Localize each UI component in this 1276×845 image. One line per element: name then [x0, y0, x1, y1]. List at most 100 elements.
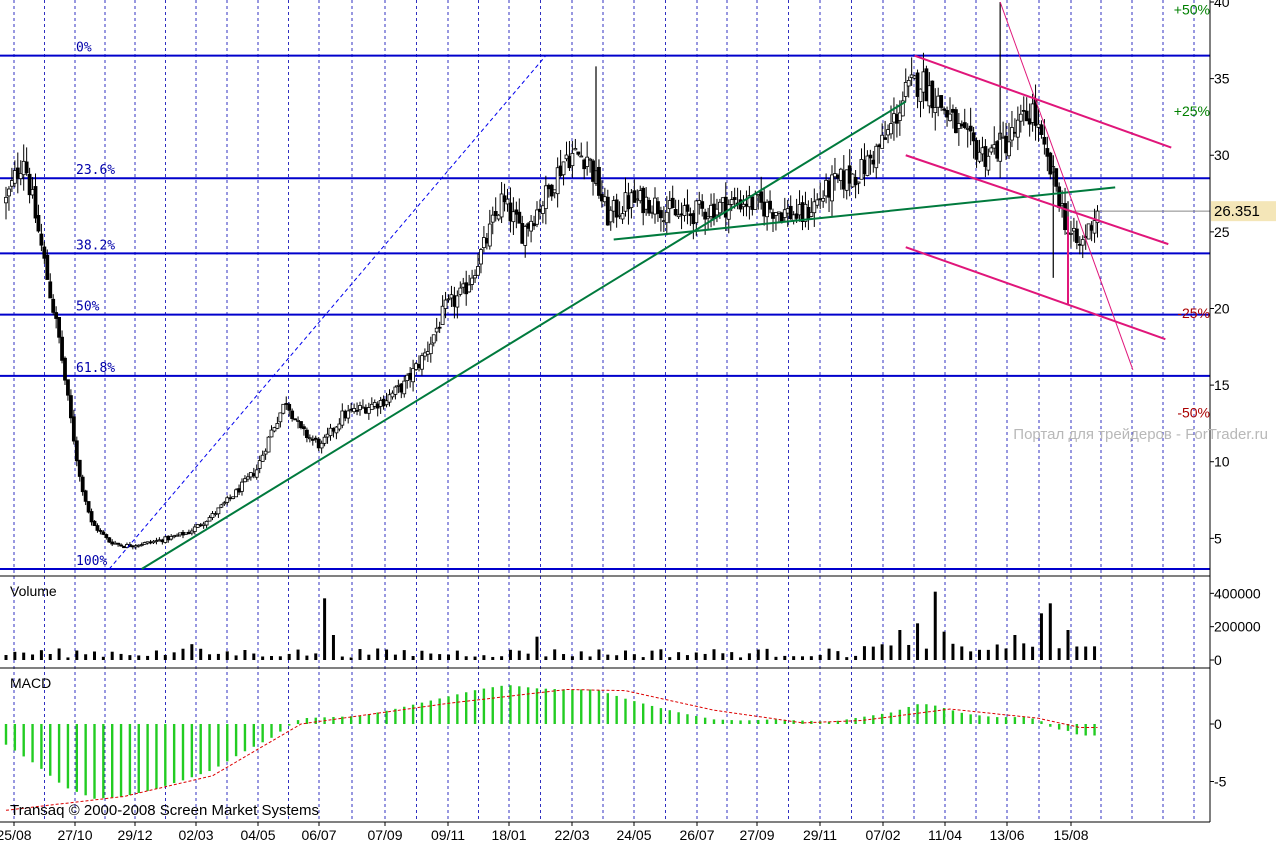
- candle-body: [697, 200, 702, 205]
- candle-body: [753, 193, 758, 210]
- candle-body: [378, 400, 383, 407]
- volume-bar: [101, 656, 105, 660]
- candle-body: [912, 75, 917, 79]
- candle-body: [302, 426, 306, 430]
- candle-body: [889, 123, 893, 135]
- macd-bar: [677, 712, 680, 724]
- volume-bar: [93, 651, 96, 660]
- candle-body: [959, 123, 964, 127]
- candle-body: [479, 249, 483, 265]
- candle-body: [815, 199, 820, 206]
- volume-bar: [703, 653, 707, 660]
- macd-bar: [562, 689, 565, 724]
- volume-bar: [1004, 648, 1008, 660]
- candle-body: [930, 80, 935, 109]
- candle-body: [768, 200, 772, 210]
- candle-body: [157, 539, 162, 542]
- candle-body: [322, 436, 327, 444]
- candle-body: [77, 459, 82, 477]
- volume-bar: [1057, 648, 1061, 660]
- macd-bar: [509, 685, 512, 724]
- candle-body: [284, 403, 289, 405]
- volume-bar: [792, 656, 796, 660]
- volume-bar: [907, 644, 911, 660]
- macd-bar: [774, 719, 778, 724]
- candle-body: [543, 185, 548, 210]
- candle-body: [51, 298, 56, 313]
- candle-body: [310, 439, 315, 441]
- candle-body: [1039, 124, 1044, 135]
- candle-body: [549, 184, 554, 197]
- candle-body: [260, 454, 265, 462]
- macd-panel-label: MACD: [10, 675, 51, 691]
- candle-body: [281, 403, 286, 414]
- candle-body: [886, 129, 890, 136]
- macd-bar: [438, 698, 441, 724]
- candle-body: [632, 190, 637, 203]
- candle-body: [744, 203, 749, 207]
- x-tick-label: 04/05: [240, 827, 275, 843]
- volume-bar: [579, 651, 583, 660]
- candle-body: [201, 523, 206, 526]
- macd-bar: [606, 693, 609, 724]
- macd-bar: [111, 724, 114, 798]
- candle-body: [945, 109, 949, 118]
- candle-body: [243, 478, 247, 483]
- candle-body: [9, 180, 14, 187]
- candle-body: [390, 392, 395, 398]
- candle-body: [900, 100, 905, 117]
- candle-body: [821, 197, 826, 202]
- candle-body: [558, 165, 563, 176]
- candle-body: [1063, 203, 1067, 231]
- candle-body: [564, 154, 569, 160]
- candle-body: [921, 71, 926, 93]
- volume-bar: [606, 654, 610, 660]
- candle-body: [384, 400, 389, 406]
- candle-body: [490, 214, 495, 223]
- price-tick-label: 30: [1214, 147, 1230, 163]
- volume-bar: [553, 649, 557, 660]
- price-tick-label: 40: [1214, 0, 1230, 10]
- volume-bar: [278, 656, 282, 660]
- macd-bar: [571, 689, 574, 724]
- candle-body: [862, 159, 867, 175]
- candle-body: [225, 497, 230, 503]
- x-tick-label: 29/12: [117, 827, 152, 843]
- macd-bar: [75, 724, 78, 792]
- candle-body: [667, 200, 672, 210]
- volume-bar: [951, 643, 955, 660]
- volume-bar: [1066, 630, 1070, 660]
- macd-bar: [518, 686, 521, 724]
- volume-bar: [154, 650, 158, 660]
- channel-top: [914, 54, 1172, 149]
- percent-level-label: +50%: [1174, 2, 1210, 18]
- macd-bar: [208, 724, 211, 772]
- candle-body: [1045, 148, 1050, 157]
- candle-body: [290, 410, 295, 419]
- candle-body: [620, 213, 625, 220]
- candle-body: [535, 209, 539, 225]
- volume-bar: [349, 657, 353, 660]
- macd-bar: [1084, 724, 1087, 736]
- candle-body: [585, 156, 590, 167]
- volume-panel-label: Volume: [10, 583, 57, 599]
- candle-body: [673, 209, 678, 216]
- x-tick-label: 18/01: [491, 827, 526, 843]
- candle-body: [511, 211, 516, 223]
- candle-body: [60, 336, 64, 361]
- volume-bar: [650, 650, 654, 660]
- candle-body: [293, 418, 298, 421]
- candle-body: [779, 212, 784, 222]
- channel-bottom: [905, 246, 1166, 341]
- candle-body: [204, 520, 209, 526]
- candle-body: [936, 95, 941, 108]
- candle-body: [505, 198, 510, 205]
- macd-bar: [49, 724, 52, 776]
- macd-bar: [93, 724, 96, 799]
- volume-tick-label: 200000: [1214, 619, 1261, 635]
- candle-body: [759, 191, 764, 203]
- candle-body: [358, 405, 362, 411]
- candle-body: [868, 154, 873, 159]
- volume-bar: [376, 648, 380, 660]
